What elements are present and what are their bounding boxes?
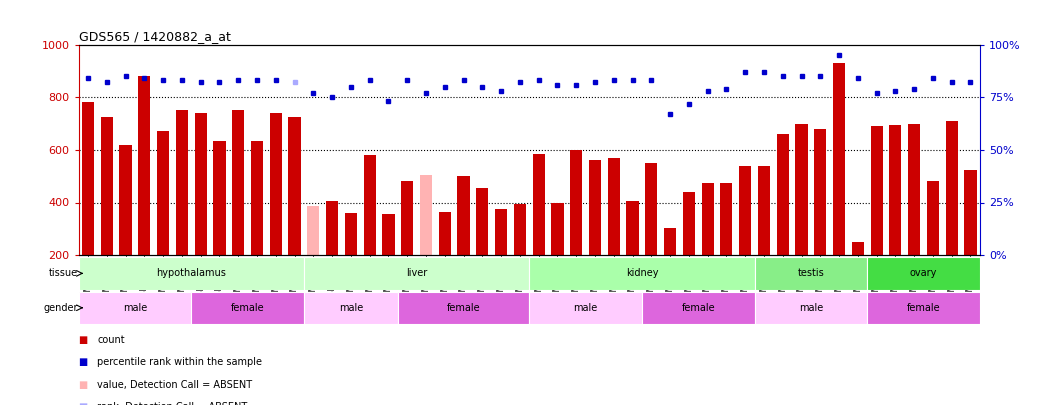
Bar [926,181,939,308]
Bar [739,166,751,308]
Bar [833,63,845,308]
Bar [868,292,980,324]
Text: female: female [681,303,715,313]
Text: male: male [573,303,597,313]
Bar [79,292,191,324]
Text: value, Detection Call = ABSENT: value, Detection Call = ABSENT [97,380,253,390]
Text: male: male [123,303,147,313]
Text: liver: liver [406,269,428,278]
Bar [755,257,868,290]
Bar [250,141,263,308]
Bar [795,124,808,308]
Bar [191,292,304,324]
Bar [176,111,188,308]
Text: tissue: tissue [49,269,79,278]
Bar [570,150,583,308]
Bar [852,242,864,308]
Bar [945,121,958,308]
Bar [119,145,132,308]
Text: ■: ■ [79,380,88,390]
Bar [101,117,113,308]
Bar [551,202,564,308]
Bar [288,117,301,308]
Text: male: male [339,303,363,313]
Bar [79,257,304,290]
Bar [890,125,901,308]
Bar [476,188,488,308]
Bar [401,181,413,308]
Text: rank, Detection Call = ABSENT: rank, Detection Call = ABSENT [97,402,247,405]
Text: gender: gender [44,303,79,313]
Bar [82,102,94,308]
Bar [138,76,151,308]
Text: testis: testis [798,269,825,278]
Text: female: female [231,303,264,313]
Bar [514,204,526,308]
Bar [157,131,169,308]
Bar [383,214,394,308]
Text: ■: ■ [79,335,88,345]
Text: ovary: ovary [910,269,937,278]
Bar [529,292,641,324]
Text: ■: ■ [79,402,88,405]
Bar [214,141,225,308]
Bar [195,113,206,308]
Bar [641,292,755,324]
Bar [720,183,733,308]
Text: female: female [907,303,940,313]
Bar [608,158,619,308]
Bar [269,113,282,308]
Text: hypothalamus: hypothalamus [156,269,226,278]
Bar [495,209,507,308]
Bar [758,166,770,308]
Bar [682,192,695,308]
Bar [627,201,638,308]
Bar [439,212,451,308]
Bar [307,207,320,308]
Bar [964,170,977,308]
Text: male: male [799,303,823,313]
Bar [868,257,980,290]
Text: GDS565 / 1420882_a_at: GDS565 / 1420882_a_at [79,30,231,43]
Bar [364,155,376,308]
Bar [589,160,602,308]
Bar [814,129,827,308]
Text: count: count [97,335,125,345]
Bar [908,124,920,308]
Bar [871,126,882,308]
Bar [457,176,470,308]
Text: percentile rank within the sample: percentile rank within the sample [97,358,262,367]
Bar [326,201,339,308]
Bar [345,213,357,308]
Bar [529,257,755,290]
Bar [777,134,789,308]
Bar [646,163,657,308]
Text: kidney: kidney [626,269,658,278]
Bar [755,292,868,324]
Bar [304,257,529,290]
Bar [701,183,714,308]
Bar [420,175,432,308]
Bar [664,228,676,308]
Bar [232,111,244,308]
Bar [398,292,529,324]
Text: female: female [446,303,480,313]
Bar [532,154,545,308]
Bar [304,292,398,324]
Text: ■: ■ [79,358,88,367]
